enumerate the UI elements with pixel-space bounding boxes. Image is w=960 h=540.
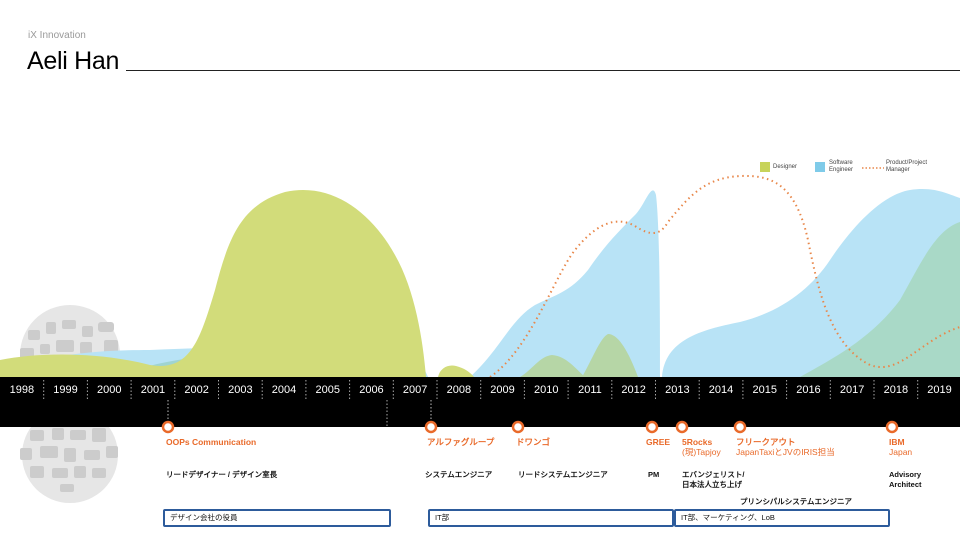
company-freakout: フリークアウト JapanTaxiとJVのIRIS担当 [736, 437, 835, 457]
year-label: 2010 [534, 384, 558, 396]
department-box-it-marketing: IT部、マーケティング、LoB [674, 509, 890, 527]
role-5rocks-line1: エバンジェリスト/ [682, 470, 745, 479]
role-gree: PM [648, 470, 660, 479]
legend-software-swatch [815, 162, 825, 172]
company-freakout-note: JapanTaxiとJVのIRIS担当 [736, 447, 835, 457]
role-alpha: システムエンジニア [425, 470, 493, 479]
role-ibm-line1: Advisory [889, 470, 922, 479]
marker-freakout [733, 420, 747, 434]
company-ibm-name: IBM [889, 437, 905, 447]
marker-dwango [511, 420, 525, 434]
year-label: 2009 [490, 384, 514, 396]
legend-designer: Designer [773, 164, 798, 170]
role-ibm: Advisory Architect [889, 470, 922, 489]
year-label: 2007 [403, 384, 427, 396]
timeline-band [0, 377, 960, 427]
marker-gree [645, 420, 659, 434]
marker-5rocks [675, 420, 689, 434]
company-ibm-note: Japan [889, 447, 913, 457]
overlap-area-right [800, 222, 960, 377]
year-label: 2004 [272, 384, 296, 396]
year-label: 2006 [359, 384, 383, 396]
title-divider [126, 70, 960, 71]
company-alpha: アルファグループ [427, 437, 495, 447]
year-label: 1998 [10, 384, 34, 396]
marker-oops [161, 420, 175, 434]
designer-area-2010 [520, 355, 585, 377]
subtitle: iX Innovation [28, 30, 86, 41]
company-ibm: IBM Japan [889, 437, 912, 457]
company-5rocks: 5Rocks (現)Tapjoy [682, 437, 721, 457]
year-label: 2015 [753, 384, 777, 396]
year-label: 2000 [97, 384, 121, 396]
year-label: 2018 [884, 384, 908, 396]
role-5rocks-line2: 日本法人立ち上げ [682, 479, 742, 489]
marker-ibm [885, 420, 899, 434]
year-label: 2011 [578, 384, 602, 396]
role-5rocks: エバンジェリスト/ 日本法人立ち上げ [682, 470, 744, 489]
year-label: 2016 [796, 384, 820, 396]
company-5rocks-name: 5Rocks [682, 437, 713, 447]
marker-alpha [424, 420, 438, 434]
legend-designer-swatch [760, 162, 770, 172]
legend-pm: Product/Project Manager [886, 160, 928, 173]
year-label: 2005 [316, 384, 340, 396]
year-label: 2001 [141, 384, 165, 396]
company-gree: GREE [646, 437, 671, 447]
role-ibm-line2: Architect [889, 479, 922, 489]
year-label: 2014 [709, 384, 733, 396]
software-engineer-area-2 [470, 190, 660, 377]
year-labels: 1998 1999 2000 2001 2002 2003 2004 2005 2006 2007… [10, 384, 952, 396]
year-label: 2008 [447, 384, 471, 396]
role-principal: プリンシパルシステムエンジニア [740, 497, 853, 506]
company-dwango: ドワンゴ [516, 437, 551, 447]
department-box-it: IT部 [428, 509, 674, 527]
role-oops: リードデザイナー / デザイン室長 [166, 470, 278, 479]
page-title: Aeli Han [27, 47, 120, 75]
designer-area-2008 [438, 365, 474, 377]
year-label: 1999 [53, 384, 77, 396]
legend-software: Software Engineer [829, 160, 854, 173]
year-label: 2002 [184, 384, 208, 396]
department-box-design: デザイン会社の役員 [163, 509, 391, 527]
year-label: 2017 [840, 384, 864, 396]
company-oops: OOPs Communication [166, 437, 257, 447]
designer-area [0, 189, 426, 377]
company-5rocks-note: (現)Tapjoy [682, 447, 721, 457]
year-label: 2019 [927, 384, 951, 396]
designer-area-2011 [582, 334, 638, 377]
role-dwango: リードシステムエンジニア [518, 470, 608, 479]
company-markers [161, 420, 899, 434]
year-label: 2012 [621, 384, 645, 396]
year-label: 2013 [665, 384, 689, 396]
year-label: 2003 [228, 384, 252, 396]
company-freakout-name: フリークアウト [736, 437, 796, 447]
